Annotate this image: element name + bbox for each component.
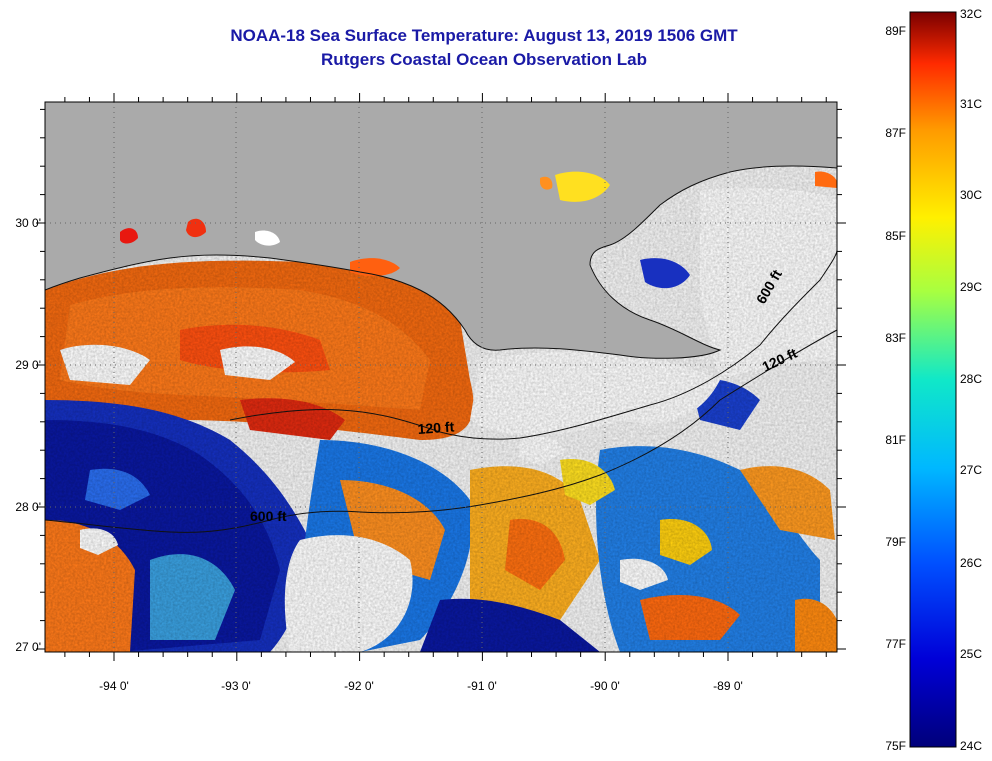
- celsius-label: 28C: [960, 372, 982, 386]
- contour-label: 120 ft: [417, 418, 455, 437]
- celsius-label: 25C: [960, 647, 982, 661]
- celsius-label: 31C: [960, 97, 982, 111]
- latitude-labels: 30 0' 29 0' 28 0' 27 0': [15, 216, 41, 654]
- lat-label: 28 0': [15, 500, 41, 514]
- color-scale-bar: [909, 11, 957, 748]
- lat-label: 27 0': [15, 640, 41, 654]
- fahrenheit-label: 89F: [885, 24, 906, 38]
- longitude-labels: -94 0' -93 0' -92 0' -91 0' -90 0' -89 0…: [99, 679, 743, 693]
- fahrenheit-label: 87F: [885, 126, 906, 140]
- colorbar-celsius-labels: 32C 31C 30C 29C 28C 27C 26C 25C 24C: [960, 7, 982, 753]
- lon-label: -94 0': [99, 679, 129, 693]
- lon-label: -91 0': [467, 679, 497, 693]
- lon-label: -89 0': [713, 679, 743, 693]
- graticule: [45, 102, 837, 652]
- celsius-label: 32C: [960, 7, 982, 21]
- celsius-label: 27C: [960, 463, 982, 477]
- contour-label: 600 ft: [250, 508, 287, 524]
- fahrenheit-label: 77F: [885, 637, 906, 651]
- map-subtitle: Rutgers Coastal Ocean Observation Lab: [321, 50, 647, 69]
- celsius-label: 26C: [960, 556, 982, 570]
- axis-ticks: [36, 93, 846, 661]
- map-title: NOAA-18 Sea Surface Temperature: August …: [230, 26, 738, 45]
- sst-field: [45, 102, 837, 652]
- fahrenheit-label: 85F: [885, 229, 906, 243]
- celsius-label: 30C: [960, 188, 982, 202]
- lat-label: 30 0': [15, 216, 41, 230]
- fahrenheit-label: 75F: [885, 739, 906, 753]
- colorbar-fahrenheit-labels: 89F 87F 85F 83F 81F 79F 77F 75F: [885, 24, 906, 753]
- lat-label: 29 0': [15, 358, 41, 372]
- lon-label: -90 0': [590, 679, 620, 693]
- map-frame: [44, 101, 838, 653]
- fahrenheit-label: 83F: [885, 331, 906, 345]
- celsius-label: 29C: [960, 280, 982, 294]
- lon-label: -93 0': [221, 679, 251, 693]
- lon-label: -92 0': [344, 679, 374, 693]
- fahrenheit-label: 79F: [885, 535, 906, 549]
- land-mass: [45, 102, 837, 359]
- fahrenheit-label: 81F: [885, 433, 906, 447]
- celsius-label: 24C: [960, 739, 982, 753]
